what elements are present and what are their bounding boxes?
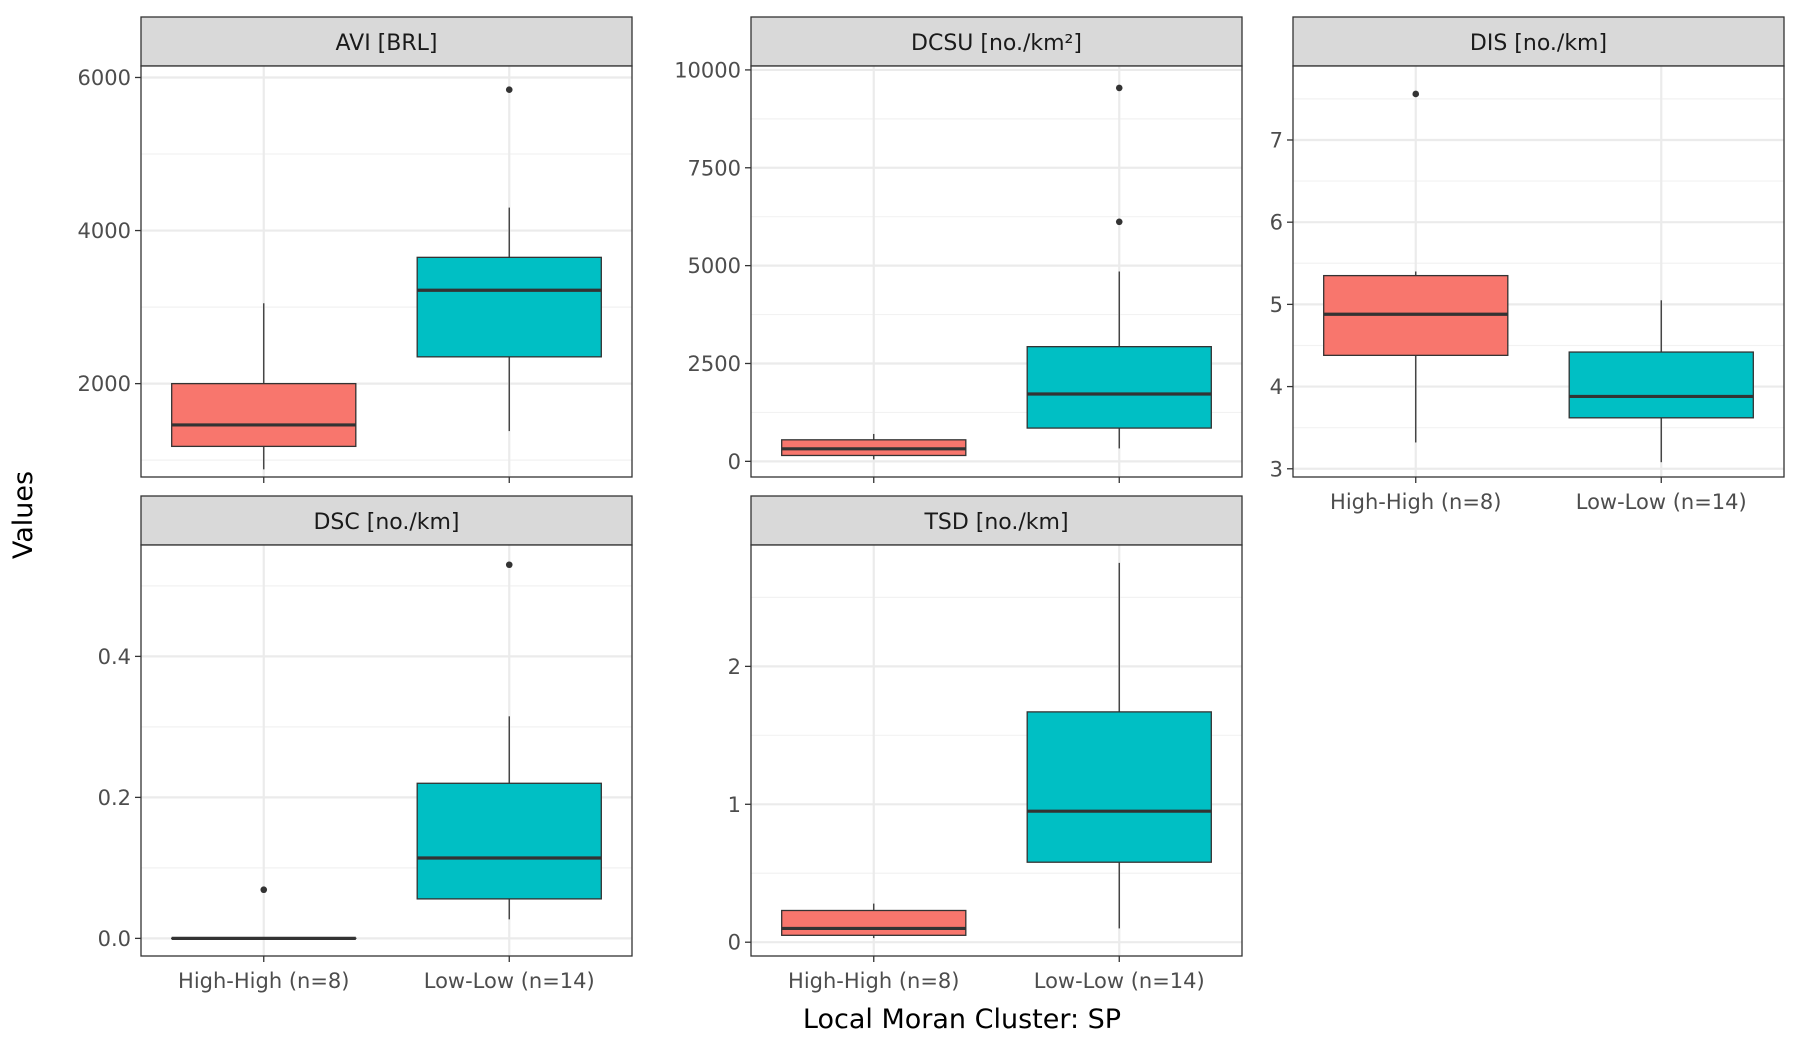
facet-panel: DCSU [no./km²] 0 2500 5000 7500 10000 [674,16,1243,483]
outlier-point [505,86,513,94]
box [1323,90,1509,443]
x-axis-title: Local Moran Cluster: SP [803,1004,1121,1035]
x-tick-label: Low-Low (n=14) [424,969,595,993]
facet-title: DCSU [no./km²] [911,31,1082,56]
outlier-point [1115,84,1123,92]
box [171,886,357,940]
y-tick-label: 6000 [78,66,131,90]
panel-border [1292,65,1785,478]
facet-strip [750,495,1243,546]
facet-title: TSD [no./km] [923,510,1068,535]
box-iqr [171,382,357,448]
outlier-point [505,561,513,569]
panel-border [140,544,633,957]
y-tick-label: 0.2 [98,786,131,810]
facet-panel: DSC [no./km] 0.0 0.2 0.4 High-High (n=8) Low-… [98,495,633,993]
x-tick-label: High-High (n=8) [178,969,349,993]
box [416,86,602,432]
y-tick-label: 5 [1270,293,1283,317]
facet-strip [140,495,633,546]
y-tick-label: 2000 [78,372,131,396]
y-tick-label: 4000 [78,219,131,243]
box [1026,562,1212,929]
facet-strip [1292,16,1785,67]
y-tick-label: 0 [728,450,741,474]
box [1026,84,1212,449]
y-tick-label: 2 [728,655,741,679]
facet-title: DIS [no./km] [1470,31,1607,56]
panel-border [750,65,1243,478]
y-axis-title: Values [8,471,39,559]
outlier-point [1115,218,1123,226]
box-iqr [416,782,602,900]
facet-panel: DIS [no./km] 3 4 5 6 7 High-High (n=8) Low-Low … [1270,16,1785,514]
box [781,433,967,460]
facet-strip [750,16,1243,67]
y-tick-label: 10000 [674,58,741,82]
facet-strip [140,16,633,67]
box-iqr [1026,346,1212,429]
outlier-point [260,886,268,894]
box-iqr [1026,711,1212,863]
box [171,303,357,470]
panel-border [140,65,633,478]
y-tick-label: 4 [1270,375,1283,399]
facet-title: DSC [no./km] [313,510,459,535]
y-tick-label: 0.0 [98,927,131,951]
box-iqr [781,909,967,936]
y-tick-label: 6 [1270,211,1283,235]
panel-border [750,544,1243,957]
y-tick-label: 7500 [688,156,741,180]
x-tick-label: Low-Low (n=14) [1576,490,1747,514]
box [416,561,602,920]
box [781,903,967,939]
x-tick-label: High-High (n=8) [788,969,959,993]
facet-panel: AVI [BRL] 2000 4000 6000 [78,16,633,483]
y-tick-label: 5000 [688,254,741,278]
y-tick-label: 3 [1270,457,1283,481]
outlier-point [1412,90,1420,98]
x-tick-label: High-High (n=8) [1330,490,1501,514]
y-tick-label: 7 [1270,128,1283,152]
y-tick-label: 0.4 [98,645,131,669]
y-tick-label: 0 [728,931,741,955]
x-tick-label: Low-Low (n=14) [1034,969,1205,993]
facet-panel: TSD [no./km] 0 1 2 High-High (n=8) Low-Low (n… [728,495,1243,993]
box-iqr [1568,351,1754,419]
box [1568,300,1754,463]
facet-title: AVI [BRL] [336,31,438,56]
box-iqr [416,256,602,358]
y-tick-label: 2500 [688,352,741,376]
y-tick-label: 1 [728,793,741,817]
